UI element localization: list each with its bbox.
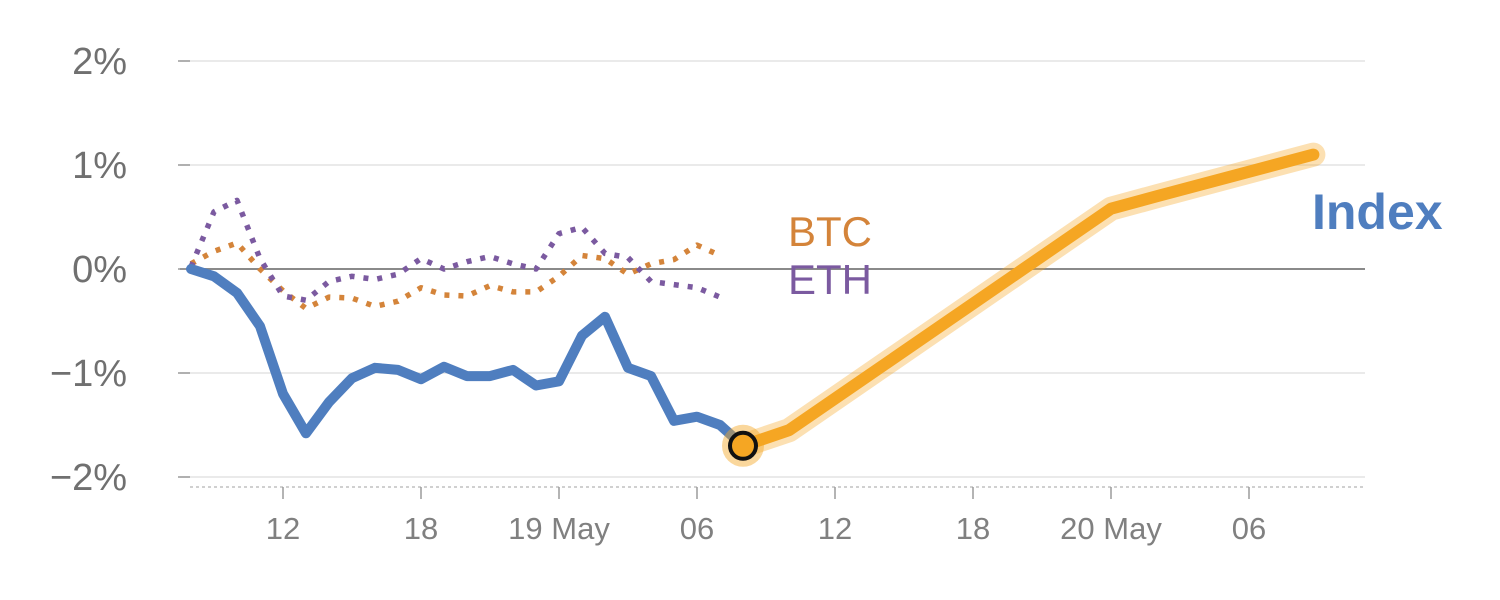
series-label-index: Index xyxy=(1312,184,1443,240)
y-tick-label: −2% xyxy=(50,457,127,499)
x-tick-label: 18 xyxy=(956,511,990,546)
marker-layer xyxy=(722,424,764,467)
x-tick-label: 06 xyxy=(1232,511,1266,546)
y-axis: 2% 1% 0% −1% −2% xyxy=(50,41,190,499)
y-tick-label: 0% xyxy=(72,249,127,291)
series-layer xyxy=(186,142,1326,458)
grid-layer xyxy=(180,60,1365,478)
y-tick-label: −1% xyxy=(50,353,127,395)
x-tick-label: 06 xyxy=(680,511,714,546)
x-tick-label: 18 xyxy=(404,511,438,546)
x-tick-label: 19 May xyxy=(508,511,610,546)
series-line-btc xyxy=(189,240,722,312)
y-tick-label: 1% xyxy=(72,145,127,187)
x-axis: 12 18 19 May 06 12 18 20 May 06 xyxy=(190,486,1365,546)
x-tick-label: 20 May xyxy=(1060,511,1162,546)
y-tick-label: 2% xyxy=(72,41,127,83)
projection-line xyxy=(737,148,1320,452)
series-line-eth xyxy=(188,197,722,303)
series-line-index xyxy=(186,264,748,451)
x-tick-label: 12 xyxy=(818,511,852,546)
series-label-eth: ETH xyxy=(788,256,872,303)
current-point-marker xyxy=(728,430,758,461)
series-label-btc: BTC xyxy=(788,208,872,255)
x-tick-label: 12 xyxy=(266,511,300,546)
